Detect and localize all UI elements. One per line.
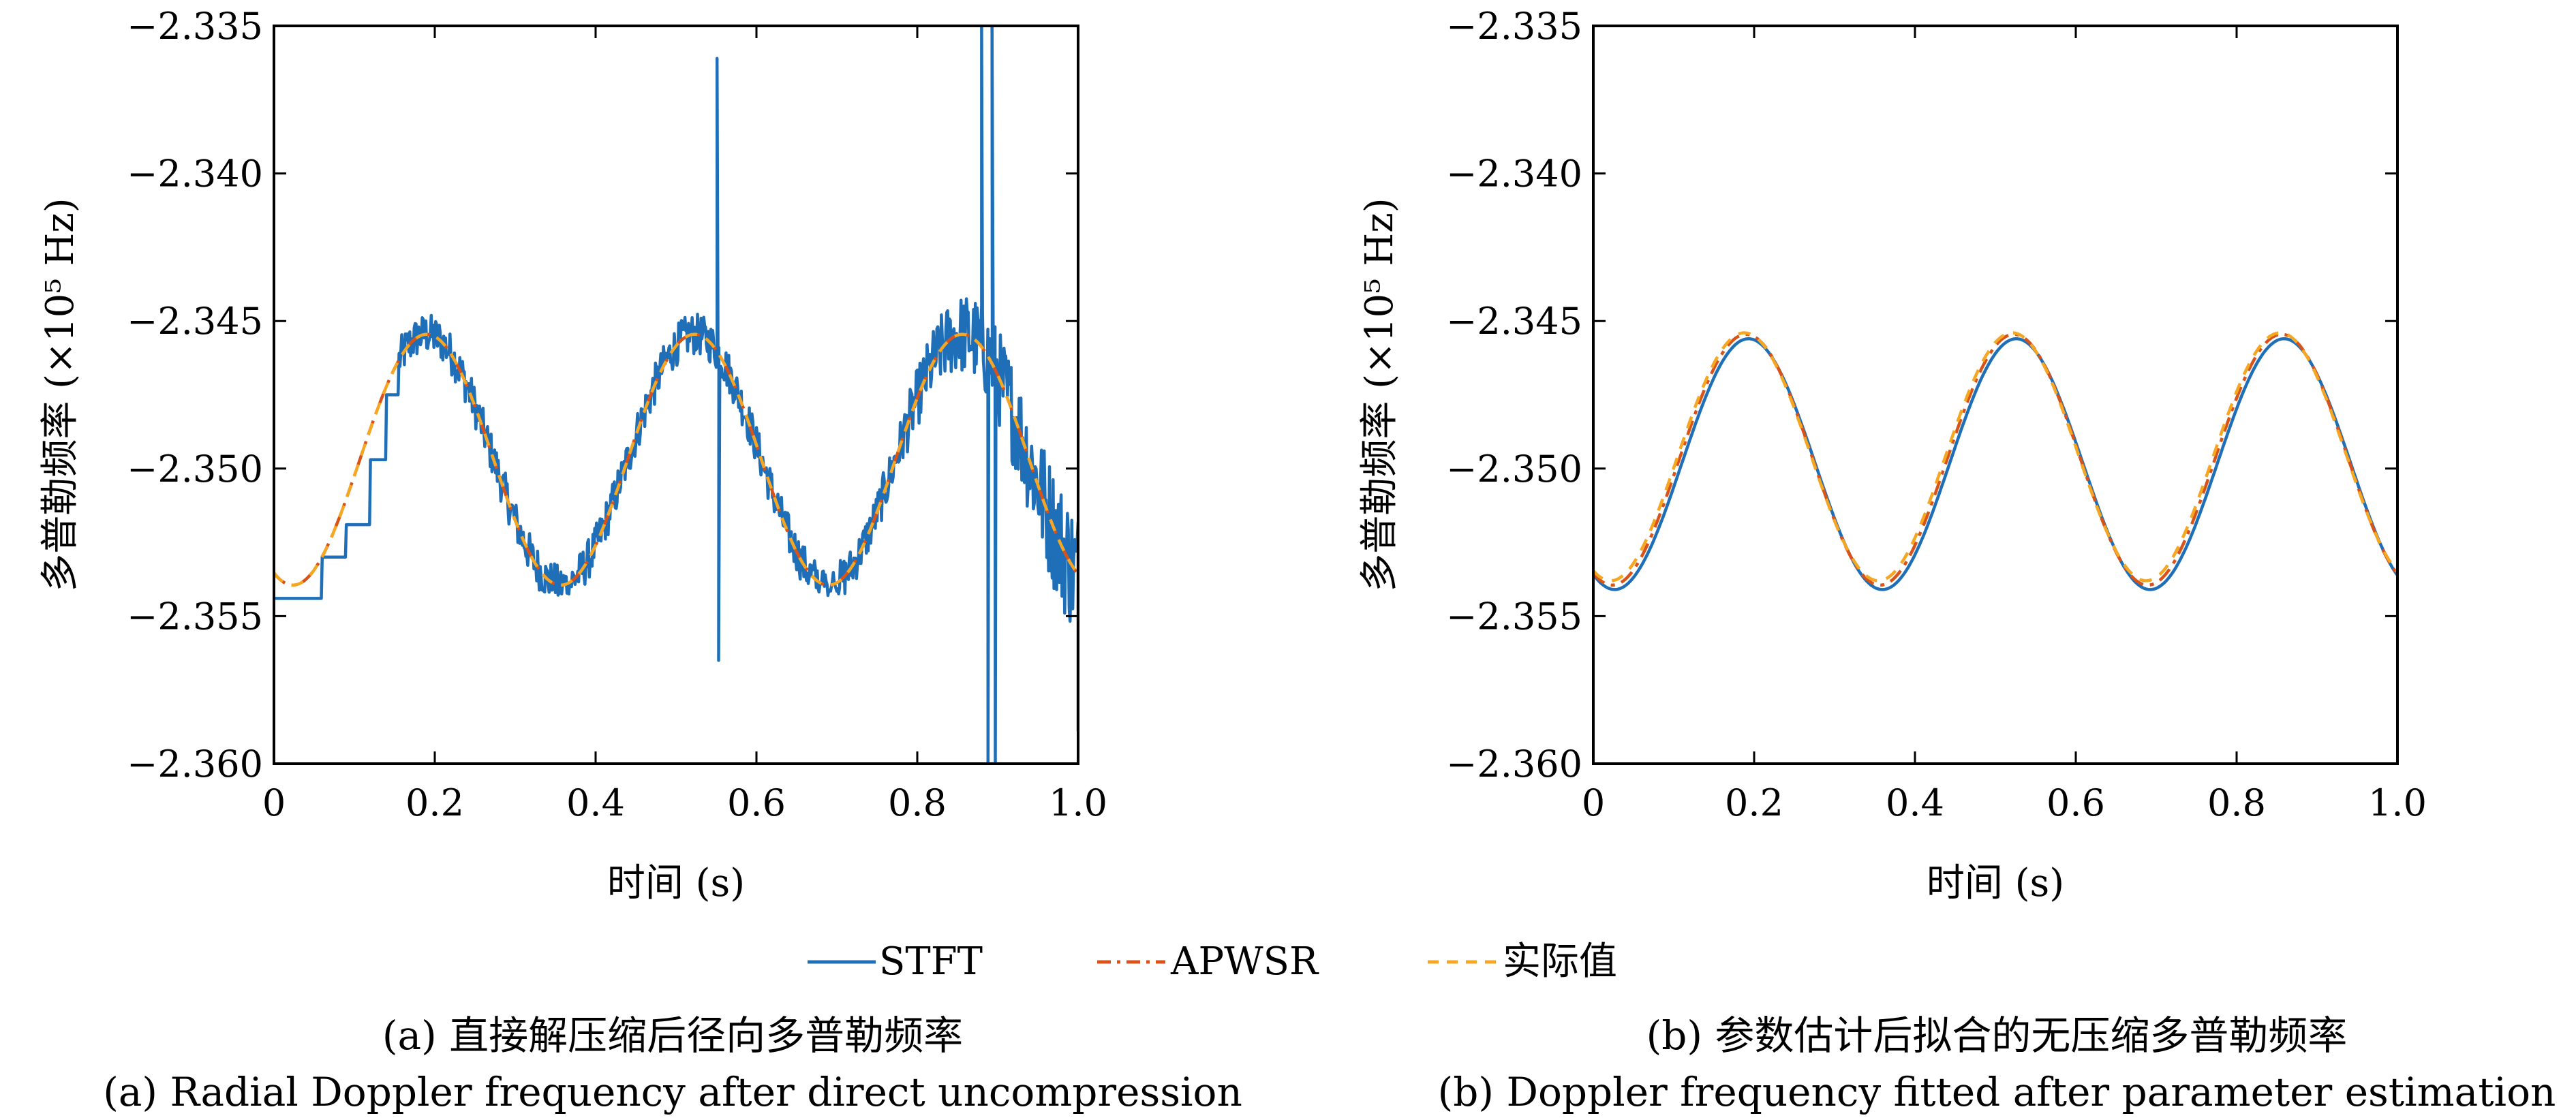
y-tick-label: −2.345 xyxy=(127,300,263,343)
legend: STFT APWSR 实际值 xyxy=(808,939,1617,984)
x-tick-label: 0.4 xyxy=(1886,781,1944,824)
x-tick-label: 0.2 xyxy=(405,781,464,824)
caption-a-cn: (a) 直接解压缩后径向多普勒频率 xyxy=(382,1012,963,1059)
x-tick-label: 0.8 xyxy=(2207,781,2266,824)
series-line-stft xyxy=(1593,337,2397,591)
chart-a-frame xyxy=(273,25,1079,765)
y-tick-label: −2.340 xyxy=(127,153,263,196)
x-tick-label: 0.6 xyxy=(2046,781,2105,824)
legend-label-stft: STFT xyxy=(879,939,983,984)
series-line-apwsr xyxy=(1593,332,2397,587)
y-tick-label: −2.335 xyxy=(127,5,263,48)
chart-b: −2.335 −2.340 −2.345 −2.350 −2.355 −2.360 0 0.… xyxy=(1358,5,2427,905)
chart-a-yticks: −2.335 −2.340 −2.345 −2.350 −2.355 −2.360 xyxy=(127,5,1078,785)
legend-label-actual: 实际值 xyxy=(1503,939,1617,984)
y-tick-label: −2.335 xyxy=(1446,5,1582,48)
chart-b-xlabel: 时间 (s) xyxy=(1927,861,2064,905)
series-line-stft xyxy=(274,26,1078,764)
y-tick-label: −2.360 xyxy=(1446,743,1582,785)
chart-b-frame xyxy=(1592,25,2399,765)
caption-a-en: (a) Radial Doppler frequency after direc… xyxy=(103,1069,1242,1115)
chart-b-ylabel: 多普勒频率 (×10⁵ Hz) xyxy=(1358,198,1402,591)
x-tick-label: 1.0 xyxy=(1049,781,1107,824)
series-line-actual xyxy=(1593,331,2397,582)
chart-a: −2.335 −2.340 −2.345 −2.350 −2.355 −2.360 0 0.… xyxy=(38,5,1107,905)
x-tick-label: 0.4 xyxy=(566,781,625,824)
series-line-actual xyxy=(274,332,1078,587)
y-tick-label: −2.345 xyxy=(1446,300,1582,343)
chart-b-yticks: −2.335 −2.340 −2.345 −2.350 −2.355 −2.360 xyxy=(1446,5,2397,785)
chart-b-series xyxy=(1593,331,2397,591)
caption-b-cn: (b) 参数估计后拟合的无压缩多普勒频率 xyxy=(1646,1012,2348,1059)
y-tick-label: −2.350 xyxy=(1446,448,1582,491)
caption-b-en: (b) Doppler frequency fitted after param… xyxy=(1438,1069,2556,1115)
chart-a-xlabel: 时间 (s) xyxy=(607,861,745,905)
y-tick-label: −2.340 xyxy=(1446,153,1582,196)
x-tick-label: 1.0 xyxy=(2368,781,2427,824)
x-tick-label: 0.2 xyxy=(1725,781,1783,824)
x-tick-label: 0.6 xyxy=(727,781,786,824)
x-tick-label: 0 xyxy=(262,781,286,824)
legend-label-apwsr: APWSR xyxy=(1170,939,1319,984)
y-tick-label: −2.360 xyxy=(127,743,263,785)
chart-b-xticks: 0 0.2 0.4 0.6 0.8 1.0 xyxy=(1582,26,2427,824)
chart-a-ylabel: 多普勒频率 (×10⁵ Hz) xyxy=(38,198,82,591)
x-tick-label: 0 xyxy=(1582,781,1605,824)
series-line-apwsr xyxy=(274,332,1078,587)
chart-a-series xyxy=(274,26,1078,764)
y-tick-label: −2.355 xyxy=(127,595,263,638)
chart-a-xticks: 0 0.2 0.4 0.6 0.8 1.0 xyxy=(262,26,1107,824)
x-tick-label: 0.8 xyxy=(888,781,947,824)
y-tick-label: −2.355 xyxy=(1446,595,1582,638)
y-tick-label: −2.350 xyxy=(127,448,263,491)
